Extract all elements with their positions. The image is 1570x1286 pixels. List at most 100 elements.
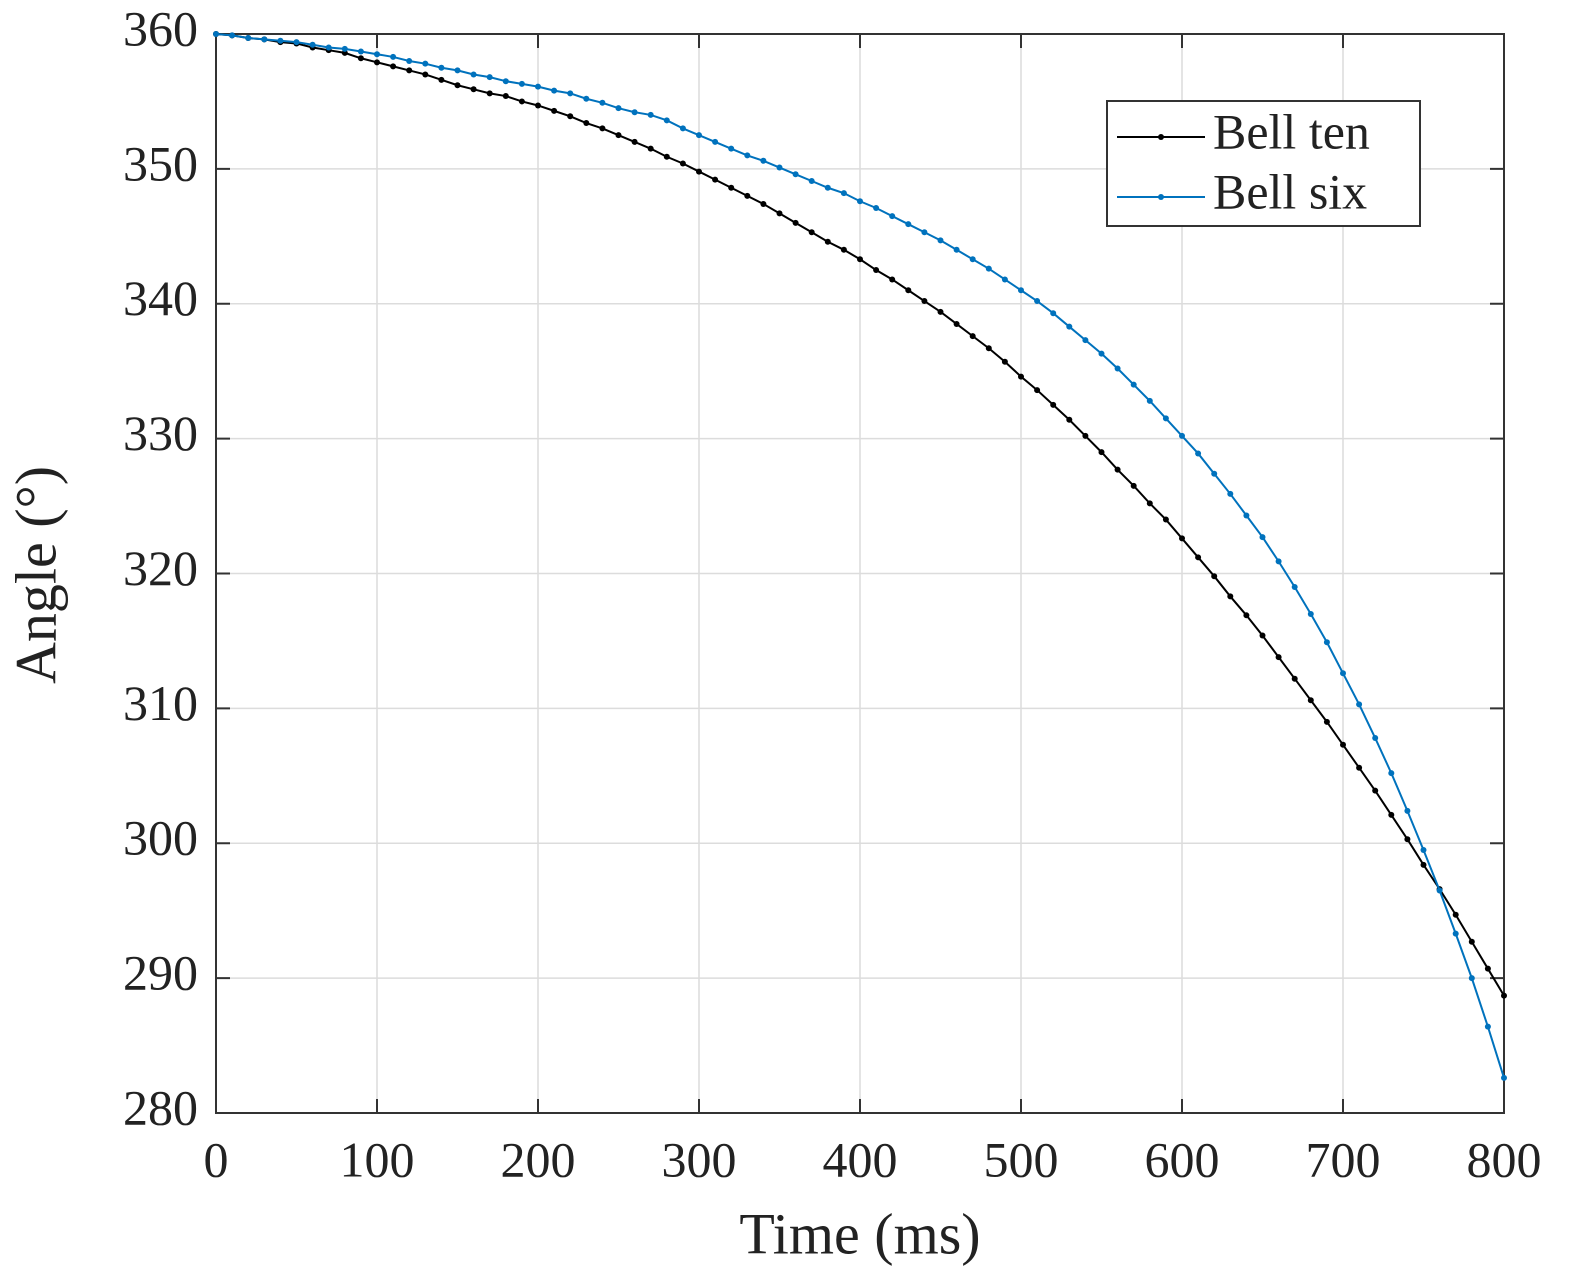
data-point: [1323, 718, 1330, 725]
data-point: [985, 265, 992, 272]
data-point: [406, 67, 413, 74]
data-point: [985, 345, 992, 352]
data-point: [1098, 449, 1105, 456]
legend-marker: [1158, 134, 1164, 140]
data-point: [1162, 516, 1169, 523]
data-point: [1259, 534, 1266, 541]
data-point: [470, 86, 477, 93]
legend-box: [1106, 100, 1421, 227]
data-point: [824, 184, 831, 191]
data-point: [615, 132, 622, 139]
plot-frame: [215, 33, 1505, 1114]
legend-label: Bell six: [1213, 163, 1367, 219]
data-point: [518, 80, 525, 87]
data-point: [1307, 697, 1314, 704]
data-point: [1050, 310, 1057, 317]
data-point: [889, 276, 896, 283]
data-point: [422, 71, 429, 78]
data-point: [1259, 632, 1266, 639]
data-point: [1130, 381, 1137, 388]
x-tick-label: 0: [204, 1131, 229, 1187]
data-point: [1404, 836, 1411, 843]
data-point: [1243, 612, 1250, 619]
data-point: [824, 238, 831, 245]
data-point: [277, 37, 284, 44]
data-point: [953, 320, 960, 327]
data-point: [1356, 764, 1363, 771]
data-point: [1468, 975, 1475, 982]
data-point: [341, 45, 348, 52]
data-point: [1179, 535, 1185, 542]
data-point: [1114, 466, 1121, 473]
data-point: [1082, 337, 1089, 344]
data-point: [1243, 512, 1250, 519]
data-point: [1130, 482, 1137, 489]
data-point: [969, 333, 976, 340]
data-point: [1211, 573, 1218, 580]
data-point: [1195, 554, 1202, 561]
data-point: [1291, 583, 1298, 590]
data-point: [551, 87, 558, 94]
data-point: [1388, 770, 1395, 777]
data-point: [889, 213, 896, 220]
x-tick-label: 300: [662, 1131, 737, 1187]
data-point: [1420, 846, 1427, 853]
data-point: [1452, 930, 1459, 937]
data-point: [470, 71, 477, 78]
data-point: [1066, 323, 1073, 330]
data-point: [357, 48, 364, 55]
data-point: [486, 74, 493, 81]
data-point: [1372, 787, 1379, 794]
data-point: [454, 67, 461, 74]
data-point: [1501, 1074, 1507, 1081]
data-point: [1420, 861, 1427, 868]
legend-label: Bell ten: [1213, 103, 1370, 159]
data-point: [728, 145, 735, 152]
data-point: [422, 60, 429, 67]
data-point: [776, 164, 783, 171]
data-point: [663, 117, 670, 124]
data-point: [486, 90, 493, 97]
data-point: [1146, 397, 1153, 404]
data-point: [696, 168, 702, 175]
data-point: [293, 39, 300, 46]
data-point: [438, 76, 445, 83]
x-axis-label: Time (ms): [739, 1201, 980, 1266]
data-point: [840, 190, 847, 197]
y-tick-label: 340: [123, 270, 198, 326]
data-point: [615, 105, 622, 112]
data-point: [583, 120, 590, 127]
data-point: [696, 132, 702, 139]
data-point: [1001, 276, 1008, 283]
data-point: [808, 178, 815, 185]
data-point: [599, 125, 606, 132]
data-point: [712, 138, 719, 145]
data-point: [760, 200, 767, 207]
data-point: [1436, 887, 1443, 894]
data-point: [776, 210, 783, 217]
data-point: [309, 41, 316, 48]
data-point: [663, 153, 670, 160]
x-tick-label: 400: [823, 1131, 898, 1187]
data-point: [1018, 373, 1024, 380]
data-point: [1323, 639, 1330, 646]
data-point: [261, 36, 268, 43]
data-point: [325, 44, 332, 51]
data-point: [1082, 432, 1089, 439]
y-tick-label: 330: [123, 405, 198, 461]
data-point: [1340, 741, 1346, 748]
data-point: [679, 125, 686, 132]
y-tick-label: 280: [123, 1079, 198, 1135]
data-point: [374, 59, 380, 66]
data-point: [647, 111, 654, 118]
data-point: [245, 35, 252, 42]
data-point: [535, 102, 541, 109]
data-point: [712, 176, 719, 183]
data-point: [1291, 675, 1298, 682]
data-point: [1275, 654, 1282, 661]
data-point: [647, 145, 654, 152]
x-tick-label: 200: [501, 1131, 576, 1187]
